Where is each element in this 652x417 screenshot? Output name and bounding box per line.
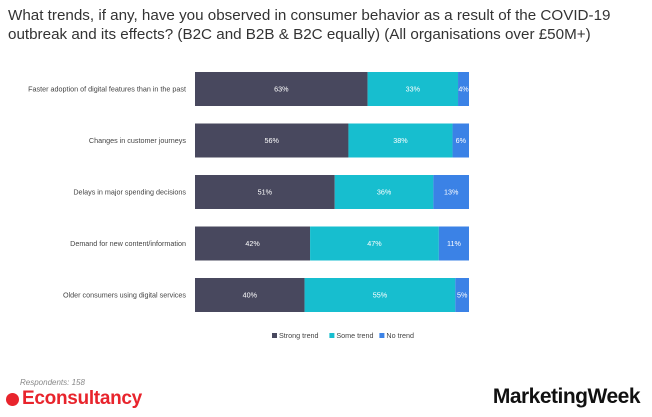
data-label: 33%: [406, 85, 421, 94]
bar-segment: [304, 278, 456, 312]
econsultancy-dot-icon: [6, 392, 19, 406]
data-label: 40%: [243, 291, 258, 300]
category-label: Changes in customer journeys: [89, 136, 186, 145]
chart-legend: Strong trend Some trend No trend: [272, 331, 414, 340]
bar-segment: [195, 175, 335, 209]
legend-label: Some trend: [336, 331, 373, 340]
marketingweek-logo: MarketingWeek: [492, 385, 641, 408]
bar-segment: [433, 175, 469, 209]
bar-segment: [310, 226, 439, 261]
category-label: Older consumers using digital services: [63, 291, 186, 300]
bar-segment: [195, 123, 349, 158]
bar-segment: [348, 123, 453, 158]
data-label: 6%: [456, 136, 467, 145]
chart-title: What trends, if any, have you observed i…: [8, 7, 611, 43]
data-label: 38%: [393, 136, 408, 145]
respondents-note: Respondents: 158: [20, 378, 85, 387]
data-label: 13%: [444, 188, 459, 197]
legend-swatch: [329, 333, 335, 338]
data-label: 63%: [274, 85, 289, 94]
category-label: Faster adoption of digital features than…: [28, 85, 186, 94]
bars-group: Faster adoption of digital features than…: [28, 72, 469, 312]
bar-segment: [438, 226, 469, 261]
data-label: 55%: [373, 291, 388, 300]
bar-segment: [195, 72, 368, 106]
bar-segment: [458, 72, 469, 106]
legend-swatch: [379, 333, 385, 338]
econsultancy-wordmark: Econsultancy: [22, 388, 142, 409]
bar-segment: [367, 72, 459, 106]
data-label: 36%: [377, 188, 392, 197]
data-label: 51%: [258, 188, 273, 197]
data-label: 5%: [457, 291, 468, 300]
data-label: 11%: [447, 239, 461, 248]
bar-segment: [455, 278, 469, 312]
category-label: Demand for new content/information: [70, 239, 186, 248]
legend-swatch: [272, 333, 277, 338]
bar-segment: [452, 123, 469, 158]
legend-label: Strong trend: [279, 331, 319, 340]
data-label: 47%: [367, 239, 382, 248]
category-label: Delays in major spending decisions: [73, 188, 186, 197]
bar-segment: [334, 175, 434, 209]
bar-segment: [195, 226, 311, 261]
data-label: 42%: [245, 239, 260, 248]
data-label: 56%: [265, 136, 280, 145]
legend-label: No trend: [386, 331, 414, 340]
data-label: 4%: [458, 85, 469, 94]
bar-segment: [195, 278, 305, 312]
econsultancy-logo: Econsultancy: [6, 388, 142, 410]
